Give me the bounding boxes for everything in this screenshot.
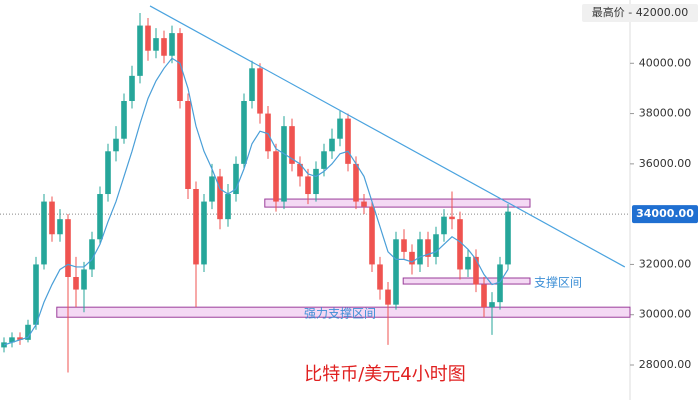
candle-body	[129, 75, 135, 101]
candle-body	[177, 33, 183, 101]
candle-body	[217, 176, 223, 220]
candle-body	[17, 337, 23, 340]
candle-body	[393, 239, 399, 305]
candle-body	[457, 219, 463, 270]
zone-label: 强力支撑区间	[304, 306, 376, 321]
candle-body	[273, 151, 279, 202]
zone-label: 支撑区间	[534, 275, 582, 290]
candle-body	[281, 126, 287, 202]
candle-body	[145, 25, 151, 51]
moving-average	[3, 57, 509, 346]
candle-body	[425, 239, 431, 257]
highest-label: 最高价 - 42000.00	[592, 5, 688, 19]
candle-body	[57, 219, 63, 235]
candle-body	[33, 264, 39, 325]
candle-body	[153, 38, 159, 51]
candle-body	[233, 163, 239, 195]
candle-body	[353, 163, 359, 202]
candle-body	[465, 256, 471, 270]
candle-body	[313, 168, 319, 195]
candle-body	[289, 126, 295, 164]
y-tick-label: 36000.00	[639, 157, 692, 170]
candle-body	[49, 201, 55, 235]
last-price-box	[632, 205, 698, 224]
candle-body	[345, 118, 351, 164]
candle-body	[41, 201, 47, 265]
candle-body	[105, 151, 111, 195]
candle-body	[265, 113, 271, 152]
candle-body	[505, 211, 511, 265]
candle-body	[409, 251, 415, 265]
candle-body	[241, 100, 247, 164]
candle-body	[9, 337, 15, 343]
candle-body	[97, 194, 103, 240]
trend-line	[149, 5, 626, 268]
candle-body	[329, 138, 335, 152]
y-tick-label: 38000.00	[639, 107, 692, 120]
chart-title: 比特币/美元4小时图	[304, 364, 466, 385]
candle-body	[161, 38, 167, 56]
candle-body	[449, 216, 455, 220]
candle-body	[1, 342, 7, 348]
candle-body	[121, 100, 127, 139]
candle-body	[489, 302, 495, 308]
candle-body	[89, 239, 95, 270]
candle-body	[337, 118, 343, 139]
candle-body	[497, 264, 503, 303]
candle-body	[201, 201, 207, 265]
candle-body	[361, 201, 367, 207]
candle-body	[209, 176, 215, 202]
support-zone	[264, 198, 531, 208]
candle-body	[481, 284, 487, 308]
candle-body	[305, 176, 311, 195]
candle-body	[113, 138, 119, 152]
candle-body	[185, 100, 191, 189]
y-tick-label: 30000.00	[639, 308, 692, 321]
y-tick-label: 32000.00	[639, 257, 692, 270]
support-zone	[402, 277, 531, 285]
candle-body	[417, 239, 423, 265]
candle-body	[257, 68, 263, 114]
candle-body	[321, 151, 327, 169]
candle-body	[433, 234, 439, 257]
highest-box	[582, 3, 698, 22]
candle-body	[441, 216, 447, 235]
candle-body	[369, 206, 375, 265]
candle-body	[225, 194, 231, 220]
candle-body	[377, 264, 383, 290]
candle-body	[65, 219, 71, 278]
candle-body	[473, 256, 479, 285]
candle-body	[137, 25, 143, 76]
candle-body	[401, 239, 407, 252]
candle-body	[73, 277, 79, 290]
candle-body	[169, 33, 175, 56]
y-tick-label: 40000.00	[639, 56, 692, 69]
candle-body	[385, 289, 391, 305]
candle-body	[81, 269, 87, 290]
candle-body	[193, 188, 199, 265]
candle-body	[25, 324, 31, 340]
candle-body	[249, 68, 255, 101]
y-tick-label: 28000.00	[639, 358, 692, 371]
support-zone	[56, 306, 631, 318]
candle-body	[297, 163, 303, 177]
last-price-label: 34000.00	[636, 207, 694, 220]
